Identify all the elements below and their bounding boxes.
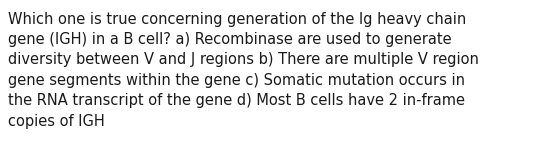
Text: Which one is true concerning generation of the Ig heavy chain
gene (IGH) in a B : Which one is true concerning generation …: [8, 12, 479, 129]
